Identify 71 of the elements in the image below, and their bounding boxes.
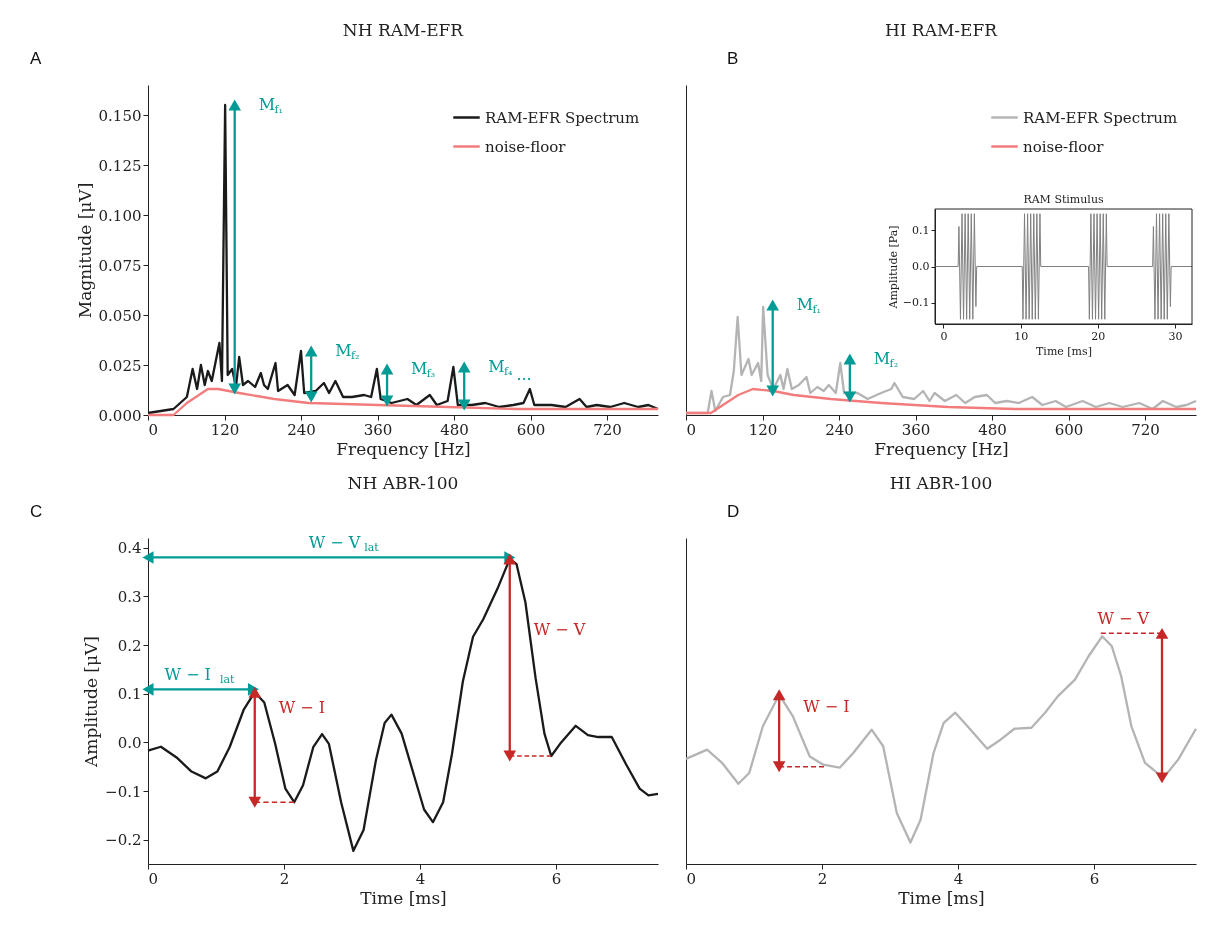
x-tick-label: 0 [940,329,948,343]
y-tick-label: 0.075 [98,256,142,275]
y-tick-label: 0.025 [98,356,142,375]
annotation: W − I [278,697,326,717]
x-tick-label: 0 [686,869,697,888]
x-tick-label: 720 [593,420,622,439]
y-axis-title: Magnitude [μV] [74,182,95,319]
x-tick-label: 240 [825,420,854,439]
y-tick-label: 0.000 [98,406,142,425]
y-axis-title: Amplitude [Pa] [886,225,900,310]
x-axis-title: Frequency [Hz] [874,438,1009,459]
chart-title: NH RAM-EFR [342,20,465,40]
y-tick-label: 0.1 [117,685,142,704]
x-tick-label: 20 [1091,329,1106,343]
y-tick-label: 0.2 [117,636,142,655]
y-tick-label: −0.1 [105,782,142,801]
x-axis-title: Time [ms] [360,887,447,908]
text: A [30,49,42,68]
x-tick-label: 480 [440,420,469,439]
annotation: W − V [1097,609,1150,629]
annotation: W − Vlat [308,533,380,555]
x-tick-label: 2 [279,869,290,888]
y-tick-label: 0.100 [98,206,142,225]
x-tick-label: 360 [363,420,393,439]
legend-label: RAM-EFR Spectrum [485,108,640,127]
x-tick-label: 30 [1168,329,1183,343]
y-tick-label: 0.150 [98,106,142,125]
legend-label: noise-floor [1023,137,1105,156]
text: B [727,49,739,68]
x-tick-label: 0 [686,420,697,439]
x-axis-title: Time [ms] [898,887,985,908]
x-axis-title: Frequency [Hz] [336,438,471,459]
x-axis-title: Time [ms] [1036,344,1092,358]
x-tick-label: 2 [817,869,828,888]
y-axis-title: Amplitude [μV] [81,636,102,768]
y-tick-label: 0.1 [912,223,930,237]
x-tick-label: 0 [148,869,159,888]
annotation: ... [516,365,532,384]
x-tick-label: 0 [148,420,159,439]
line-series [934,213,1193,320]
x-tick-label: 10 [1014,329,1029,343]
chart-title: NH ABR-100 [347,473,459,493]
text: D [727,502,740,521]
x-tick-label: 600 [1054,420,1084,439]
y-tick-label: 0.050 [98,306,142,325]
y-tick-label: 0.0 [117,733,142,752]
x-tick-label: 120 [210,420,240,439]
x-tick-label: 480 [978,420,1007,439]
legend-label: RAM-EFR Spectrum [1023,108,1178,127]
x-tick-label: 4 [953,869,964,888]
chart-title: HI RAM-EFR [884,20,999,40]
x-tick-label: 240 [287,420,316,439]
x-tick-label: 4 [415,869,426,888]
legend-label: noise-floor [485,137,567,156]
x-tick-label: 720 [1131,420,1160,439]
x-tick-label: 360 [901,420,931,439]
y-tick-label: 0.4 [117,539,142,558]
x-tick-label: 6 [551,869,562,888]
y-tick-label: 0.0 [912,260,930,273]
annotation: W − V [533,620,586,640]
y-tick-label: −0.1 [902,296,930,310]
chart-title: HI ABR-100 [889,473,993,493]
annotation: W − I [803,696,850,716]
x-tick-label: 600 [516,420,546,439]
y-tick-label: −0.2 [105,831,142,850]
text: C [30,502,43,521]
x-tick-label: 6 [1089,869,1100,888]
y-tick-label: 0.125 [98,156,142,175]
y-tick-label: 0.3 [117,587,142,606]
x-tick-label: 120 [748,420,778,439]
chart-title: RAM Stimulus [1023,193,1104,206]
